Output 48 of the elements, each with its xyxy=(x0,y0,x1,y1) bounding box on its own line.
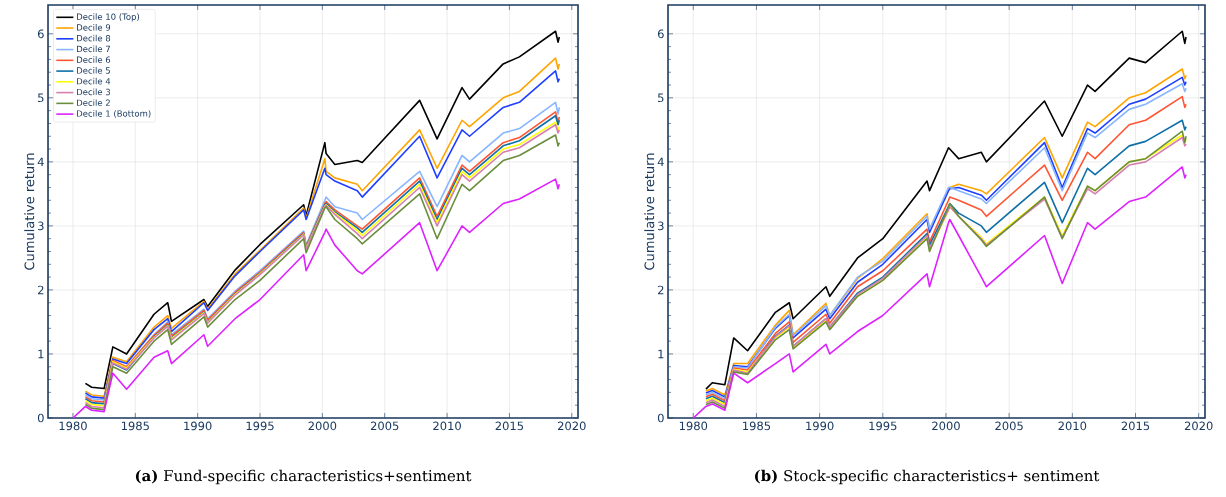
x-tick-label: 1980 xyxy=(59,421,87,431)
y-tick-label: 6 xyxy=(37,29,44,39)
x-tick-label: 1990 xyxy=(184,421,212,431)
legend-label: Decile 5 xyxy=(77,67,110,74)
y-tick-label: 6 xyxy=(657,29,664,39)
y-tick-label: 0 xyxy=(37,413,44,423)
y-tick-label: 0 xyxy=(657,413,664,423)
x-tick-label: 2005 xyxy=(370,421,399,431)
x-tick-label: 2010 xyxy=(1058,421,1087,431)
y-axis-title: Cumulative return xyxy=(24,153,35,270)
y-tick-label: 4 xyxy=(657,157,664,167)
x-tick-label: 2000 xyxy=(308,421,337,431)
legend-label: Decile 7 xyxy=(77,45,110,53)
legend-label: Decile 8 xyxy=(77,34,111,42)
y-tick-label: 5 xyxy=(658,93,664,103)
x-tick-label: 1985 xyxy=(121,421,149,431)
x-tick-label: 1980 xyxy=(679,421,708,431)
legend-label: Decile 6 xyxy=(77,56,111,63)
x-tick-label: 2015 xyxy=(1121,421,1150,431)
x-tick-label: 1995 xyxy=(869,421,897,431)
x-tick-label: 1990 xyxy=(806,421,834,431)
x-tick-label: 1995 xyxy=(246,421,274,431)
x-tick-label: 2015 xyxy=(495,421,524,431)
legend-label: Decile 1 (Bottom) xyxy=(77,110,151,118)
y-tick-label: 3 xyxy=(658,221,664,231)
legend-label: Decile 10 (Top) xyxy=(77,13,140,22)
y-tick-label: 4 xyxy=(37,157,44,167)
y-tick-label: 1 xyxy=(38,349,44,359)
line-series xyxy=(692,166,1187,418)
legend-label: Decile 2 xyxy=(77,99,110,106)
legend-label: Decile 4 xyxy=(77,77,111,85)
line-series xyxy=(72,178,561,418)
x-tick-label: 2000 xyxy=(932,421,960,431)
y-tick-label: 2 xyxy=(658,285,664,295)
legend-label: Decile 9 xyxy=(77,24,111,31)
y-tick-label: 3 xyxy=(38,221,44,231)
x-tick-label: 1985 xyxy=(743,421,771,431)
legend-label: Decile 3 xyxy=(77,88,110,96)
text: (b) Stock-specific characteristics+ sentiment xyxy=(755,469,1100,485)
y-axis-title: Cumulative return xyxy=(644,153,655,270)
x-tick-label: 2005 xyxy=(995,421,1023,431)
text: (a) Fund-specific characteristics+sentiment xyxy=(135,469,472,485)
x-tick-label: 2010 xyxy=(433,421,461,431)
x-tick-label: 2020 xyxy=(557,421,586,431)
y-tick-label: 2 xyxy=(38,285,44,295)
y-tick-label: 1 xyxy=(658,349,664,359)
x-tick-label: 2020 xyxy=(1184,421,1213,431)
y-tick-label: 5 xyxy=(38,93,44,103)
